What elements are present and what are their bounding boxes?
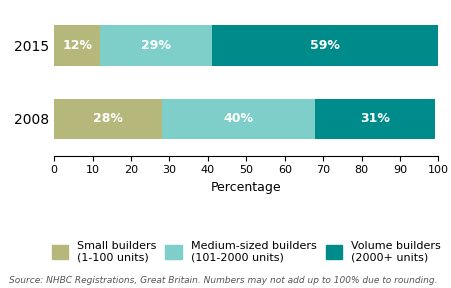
Text: 59%: 59% [309, 39, 339, 52]
Bar [54, 98, 161, 139]
Bar [54, 25, 100, 66]
Text: 12%: 12% [62, 39, 92, 52]
Bar [211, 25, 437, 66]
Text: 31%: 31% [359, 112, 389, 125]
Bar [161, 98, 315, 139]
Legend: Small builders
(1-100 units), Medium-sized builders
(101-2000 units), Volume bui: Small builders (1-100 units), Medium-siz… [48, 237, 443, 266]
Text: 40%: 40% [223, 112, 253, 125]
Text: 29%: 29% [141, 39, 170, 52]
X-axis label: Percentage: Percentage [211, 181, 281, 194]
Bar [315, 98, 434, 139]
Text: Source: NHBC Registrations, Great Britain. Numbers may not add up to 100% due to: Source: NHBC Registrations, Great Britai… [9, 276, 437, 285]
Text: 28%: 28% [93, 112, 123, 125]
Bar [100, 25, 211, 66]
